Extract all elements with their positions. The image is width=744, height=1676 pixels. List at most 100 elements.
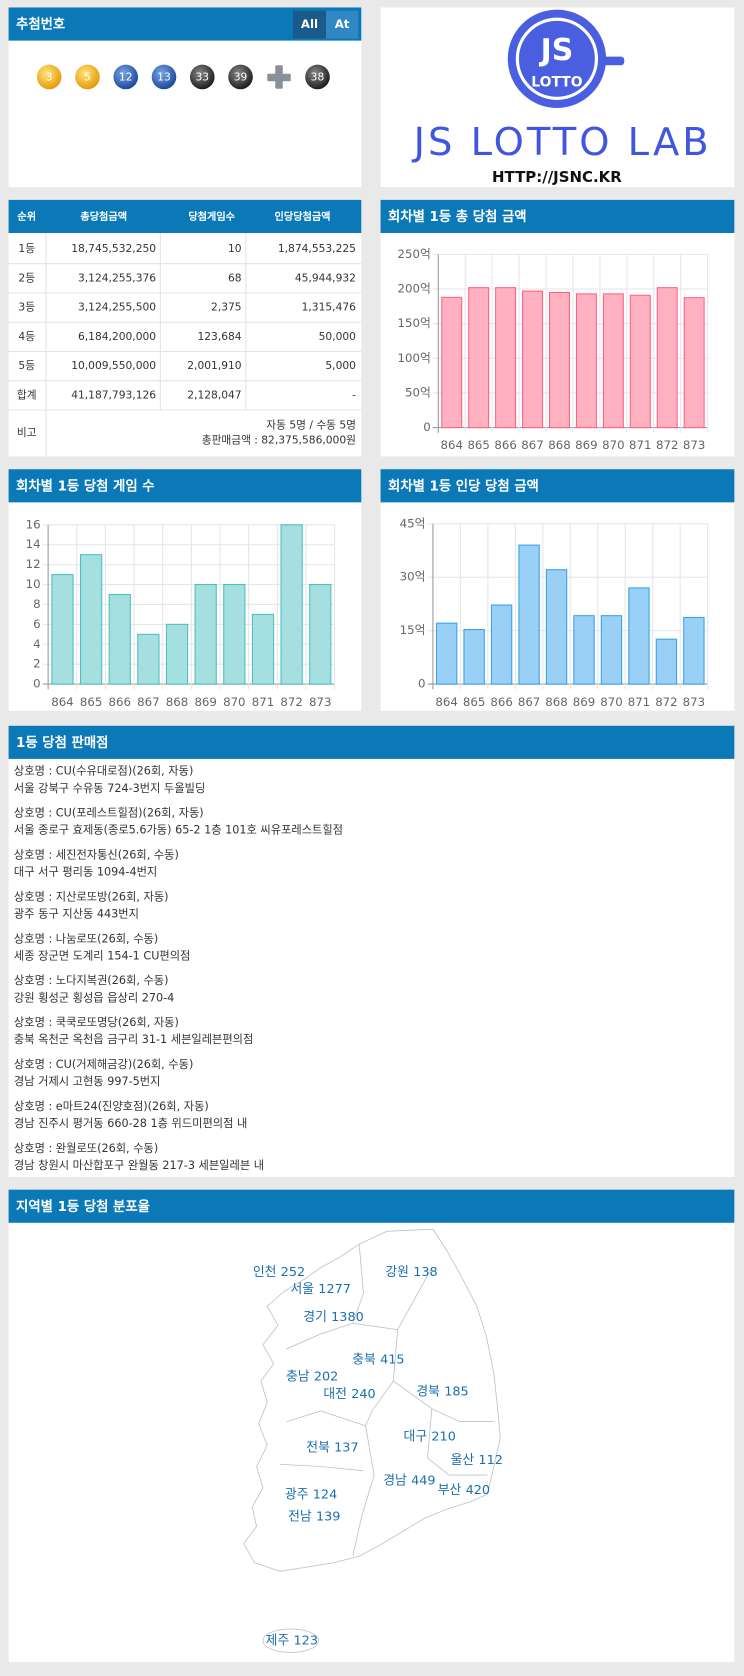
bar [655,638,678,685]
table-cell: 3등 [18,301,35,314]
table-cell: 2등 [18,271,35,284]
store-address: 광주 동구 지산동 443번지 [14,908,139,921]
x-tick-label: 872 [655,695,677,709]
region-label: 전북 137 [306,1440,358,1455]
bar [79,554,103,685]
y-tick-label: 12 [26,557,41,571]
x-tick-label: 867 [137,695,159,709]
chart-title: 회차별 1등 당첨 게임 수 [16,477,155,494]
x-tick-label: 865 [80,695,102,709]
region-name: 제주 [266,1633,290,1648]
table-cell: 3,124,255,376 [78,271,156,284]
bar [518,544,540,685]
region-count: 1277 [318,1282,351,1297]
x-tick-label: 865 [463,695,485,709]
ball-number: 3 [46,70,53,83]
region-name: 전북 [306,1440,330,1455]
ball [75,64,100,90]
store-address: 서울 강북구 수유동 724-3번지 두올빌딩 [14,782,205,795]
x-tick-label: 870 [602,438,624,452]
region-label: 경기 1380 [303,1309,363,1324]
store-name: 상호명 : CU(수유대로점)(26회, 자동) [14,765,193,778]
x-tick-label: 873 [309,695,331,709]
button[interactable] [292,10,327,39]
button-label[interactable]: At [335,17,350,31]
y-tick-label: 6 [33,617,40,631]
y-tick-label: 150억 [398,316,431,330]
logo-ring [515,17,599,100]
region-count: 210 [431,1429,455,1444]
y-tick-label: 8 [33,597,40,611]
store-address: 세종 장군면 도계리 154-1 CU편의점 [14,949,190,962]
logo-name: JS LOTTO LAB [412,120,709,165]
store-name: 상호명 : 쿡쿡로또명당(26회, 자동) [14,1016,179,1029]
ball-number: 33 [195,70,209,83]
ball [305,64,330,90]
region-label: 대구 210 [404,1429,456,1444]
store-name: 상호명 : 완월로또(26회, 수동) [14,1142,158,1155]
region-count: 124 [313,1487,337,1502]
ball-number: 12 [119,70,133,83]
table-cell: 3,124,255,500 [78,301,156,314]
region-count: 138 [413,1264,437,1279]
table-cell: 10 [228,242,242,255]
region-label: 강원 138 [385,1264,437,1279]
table-cell: 45,944,932 [295,271,356,284]
region-label: 경남 449 [383,1473,435,1488]
region-map-panel: 지역별 1등 당첨 분포율 인천 252 서울 1277 경기 1380 강원 138 충북 41… [8,1189,735,1663]
store-address: 경남 거제시 고현동 997-5번지 [14,1074,161,1088]
bar [490,604,513,685]
region-label: 대전 240 [323,1386,375,1401]
region-label: 제주 123 [266,1633,318,1648]
chart: 회차별 1등 인당 당첨 금액 0 15억 30억 45억 864 865 866 867 868… [380,469,735,711]
button-label[interactable]: All [301,17,318,31]
table-cell: 18,745,532,250 [71,242,156,255]
chart: 회차별 1등 총 당첨 금액 0 50억 100억 150억 200억 250억 864 865… [380,199,735,457]
x-tick-label: 871 [629,438,651,452]
button[interactable] [326,10,359,39]
region-count: 252 [281,1264,305,1279]
region-name: 경남 [383,1473,407,1488]
y-tick-label: 0 [418,677,425,691]
ball-number: 38 [311,70,325,83]
region-count: 415 [380,1352,404,1367]
panel-header [8,1189,735,1223]
bar [165,623,189,685]
region-count: 202 [314,1369,338,1384]
x-tick-label: 872 [280,695,302,709]
bar [495,287,517,429]
region-name: 인천 [253,1264,277,1279]
logo-url[interactable]: HTTP://JSNC.KR [492,168,622,186]
region-label: 전남 139 [288,1509,340,1524]
region-count: 123 [294,1633,318,1648]
note-text: 총판매금액 : 82,375,586,000원 [202,433,356,446]
panel-header [380,469,735,503]
y-tick-label: 2 [33,657,40,671]
ball-number: 5 [84,70,91,83]
store-name: 상호명 : 나눔로또(26회, 수동) [14,932,158,945]
x-tick-label: 866 [109,695,131,709]
x-tick-label: 873 [683,695,705,709]
bar [468,287,490,429]
panel [8,725,735,1177]
bar [108,593,131,685]
bar [522,290,544,429]
region-label: 광주 124 [285,1487,337,1502]
store-name: 상호명 : 노다지복권(26회, 수동) [14,974,169,987]
table-cell: 10,009,550,000 [71,359,156,372]
region-count: 185 [444,1384,468,1399]
region-label: 울산 112 [451,1453,503,1468]
panel-header [8,469,362,503]
bar [251,613,275,685]
region-name: 경기 [303,1309,327,1324]
region-name: 대전 [323,1386,347,1401]
x-tick-label: 868 [166,695,188,709]
x-tick-label: 869 [573,695,595,709]
table-cell: 50,000 [319,330,357,343]
draw-panel: 추첨번호 All At [8,7,362,188]
y-tick-label: 0 [423,420,430,434]
store-name: 상호명 : e마트24(진양호점)(26회, 자동) [14,1100,209,1113]
table-header-cell: 순위 [17,210,36,223]
table-cell: 2,375 [211,301,242,314]
